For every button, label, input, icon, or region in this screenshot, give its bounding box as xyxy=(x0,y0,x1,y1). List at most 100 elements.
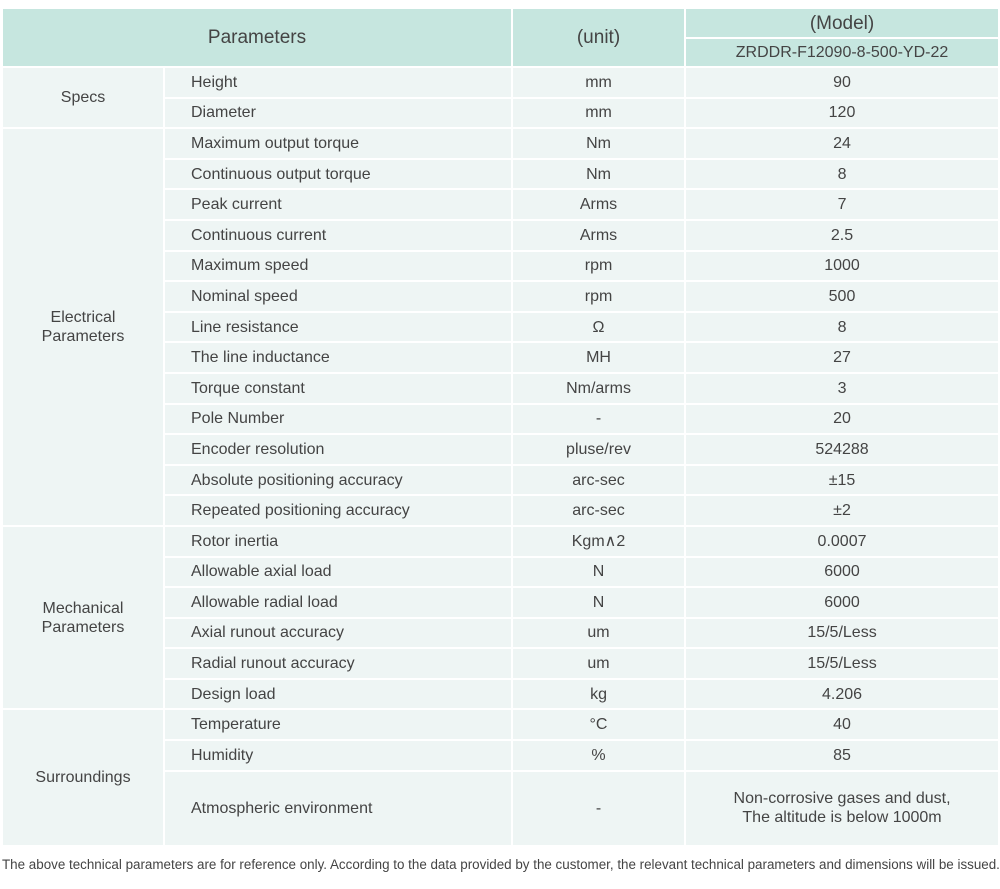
unit: °C xyxy=(511,708,687,742)
header-row: ZRDDR-F12090-8-500-YD-22 xyxy=(2,37,1000,68)
unit: arc-sec xyxy=(511,494,687,527)
body-row: Nominal speed rpm 500 xyxy=(2,280,1000,313)
header-row: Parameters (unit) (Model) xyxy=(0,7,1000,68)
value: 15/5/Less xyxy=(684,616,1000,650)
parameter: Diameter xyxy=(162,96,514,130)
body-row: Specs Height mm 90 xyxy=(1,65,1000,130)
unit: Nm xyxy=(511,157,687,191)
body-row: Encoder resolution pluse/rev 524288 xyxy=(2,433,1000,466)
group-name: Surroundings xyxy=(1,708,165,847)
value: 20 xyxy=(684,402,1000,436)
header-model-name: ZRDDR-F12090-8-500-YD-22 xyxy=(684,37,1000,68)
body-row: Atmospheric environment - Non-corrosive ga… xyxy=(2,769,1000,847)
body-row: Allowable radial load N 6000 xyxy=(2,586,1000,619)
parameter: Humidity xyxy=(162,739,514,772)
body-row: Allowable axial load N 6000 xyxy=(2,555,1000,589)
body-row: Mechanical Parameters Rotor inertia Kgm∧2 0… xyxy=(1,524,1000,711)
parameter: Line resistance xyxy=(162,310,514,344)
unit: Nm xyxy=(511,127,687,160)
body-row: Design load kg 4.206 xyxy=(2,677,1000,711)
unit: Arms xyxy=(511,188,687,221)
unit: rpm xyxy=(511,280,687,313)
value: 90 xyxy=(684,66,1000,99)
unit: Ω xyxy=(511,310,687,344)
value: 500 xyxy=(684,280,1000,313)
group-name: Specs xyxy=(1,65,165,130)
parameter: Height xyxy=(162,66,514,99)
unit: mm xyxy=(511,96,687,130)
footnote: The above technical parameters are for r… xyxy=(2,857,1000,872)
body-row: Absolute positioning accuracy arc-sec ±15 xyxy=(2,463,1000,497)
spec-table: Parameters (unit) (Model) ZRDDR-F12090-8… xyxy=(0,7,1000,847)
group-name: Electrical Parameters xyxy=(1,127,165,527)
body-row: Maximum speed rpm 1000 xyxy=(2,249,1000,283)
unit: mm xyxy=(511,66,687,99)
parameter: Pole Number xyxy=(162,402,514,436)
unit: arc-sec xyxy=(511,463,687,497)
parameter: The line inductance xyxy=(162,341,514,374)
value: 8 xyxy=(684,310,1000,344)
value: 27 xyxy=(684,341,1000,374)
parameter: Repeated positioning accuracy xyxy=(162,494,514,527)
value: 2.5 xyxy=(684,218,1000,252)
value: 85 xyxy=(684,739,1000,772)
unit: um xyxy=(511,647,687,680)
parameter: Axial runout accuracy xyxy=(162,616,514,650)
unit: - xyxy=(511,402,687,436)
body-row: Pole Number -20 xyxy=(2,402,1000,436)
value: 4.206 xyxy=(684,677,1000,711)
parameter: Nominal speed xyxy=(162,280,514,313)
value: ±15 xyxy=(684,463,1000,497)
body-row: Diameter mm 120 xyxy=(2,96,1000,130)
value: 1000 xyxy=(684,249,1000,283)
body-row: Torque constant Nm/arms 3 xyxy=(2,371,1000,405)
parameter: Temperature xyxy=(162,708,514,742)
parameter: Rotor inertia xyxy=(162,524,514,558)
body-row: Continuous current Arms 2.5 xyxy=(2,218,1000,252)
parameter: Atmospheric environment xyxy=(162,769,514,847)
parameter: Encoder resolution xyxy=(162,433,514,466)
unit: Arms xyxy=(511,218,687,252)
value: 7 xyxy=(684,188,1000,221)
unit: kg xyxy=(511,677,687,711)
body-row: The line inductance MH 27 xyxy=(2,341,1000,374)
body-row: Axial runout accuracy um 15/5/Less xyxy=(2,616,1000,650)
value: 40 xyxy=(684,708,1000,742)
unit: N xyxy=(511,586,687,619)
unit: rpm xyxy=(511,249,687,283)
header-parameters: Parameters xyxy=(0,7,514,68)
body-row: Humidity% 85 xyxy=(2,739,1000,772)
value: 0.0007 xyxy=(684,524,1000,558)
unit: um xyxy=(511,616,687,650)
spec-table-container: Parameters (unit) (Model) ZRDDR-F12090-8… xyxy=(0,7,1000,847)
value: 24 xyxy=(684,127,1000,160)
body-row: Line resistance Ω 8 xyxy=(2,310,1000,344)
group-name: Mechanical Parameters xyxy=(1,524,165,711)
body-row: Surroundings Temperature °C 40 xyxy=(1,708,1000,847)
parameter: Radial runout accuracy xyxy=(162,647,514,680)
value: 6000 xyxy=(684,555,1000,589)
body-row: Electrical Parameters Maximum output torq… xyxy=(1,127,1000,527)
body-row: Radial runout accuracy um 15/5/Less xyxy=(2,647,1000,680)
parameter: Torque constant xyxy=(162,371,514,405)
unit: % xyxy=(511,739,687,772)
body-row: Repeated positioning accuracy arc-sec ±2 xyxy=(2,494,1000,527)
value: 6000 xyxy=(684,586,1000,619)
value: Non-corrosive gases and dust, The altitu… xyxy=(684,769,1000,847)
value: ±2 xyxy=(684,494,1000,527)
header-unit: (unit) xyxy=(511,7,687,68)
unit: Nm/arms xyxy=(511,371,687,405)
parameter: Continuous output torque xyxy=(162,157,514,191)
body-row: Continuous output torque Nm 8 xyxy=(2,157,1000,191)
unit: pluse/rev xyxy=(511,433,687,466)
body-row: Peak current Arms 7 xyxy=(2,188,1000,221)
unit: Kgm∧2 xyxy=(511,524,687,558)
value: 120 xyxy=(684,96,1000,130)
unit: MH xyxy=(511,341,687,374)
parameter: Design load xyxy=(162,677,514,711)
value: 8 xyxy=(684,157,1000,191)
value: 3 xyxy=(684,371,1000,405)
unit: - xyxy=(511,769,687,847)
parameter: Peak current xyxy=(162,188,514,221)
